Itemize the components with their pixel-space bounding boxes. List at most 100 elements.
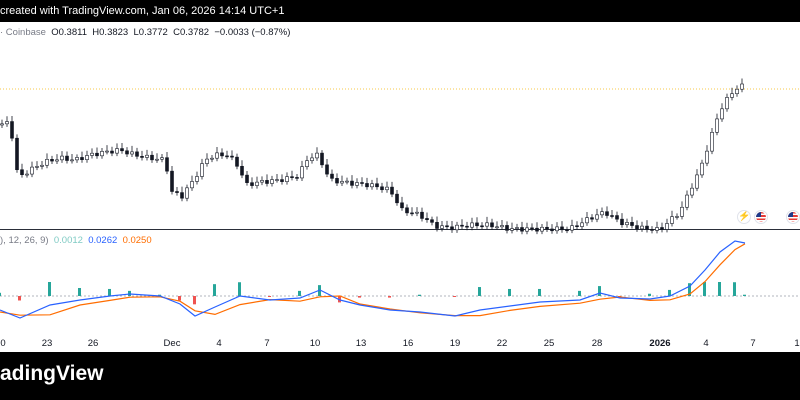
candle-body xyxy=(305,160,309,167)
candle-body xyxy=(435,222,439,229)
candle-body xyxy=(95,152,99,157)
candle-body xyxy=(355,182,359,186)
candle-body xyxy=(175,191,179,193)
candle-body xyxy=(550,228,554,232)
candle-body xyxy=(510,228,514,231)
candle-body xyxy=(710,131,714,152)
candle-body xyxy=(105,150,109,153)
us-flag-icon[interactable] xyxy=(754,210,768,224)
signal-line xyxy=(0,243,746,317)
candle-body xyxy=(505,225,509,231)
candle-body xyxy=(335,178,339,184)
header-bar: created with TradingView.com, Jan 06, 20… xyxy=(0,0,800,22)
macd-value: 0.0262 xyxy=(88,235,118,246)
histogram-bar xyxy=(108,288,111,296)
tick-label: 23 xyxy=(41,338,53,349)
candle-body xyxy=(695,174,699,189)
candle-body xyxy=(325,164,329,175)
candle-body xyxy=(110,150,114,154)
candle-body xyxy=(480,225,484,228)
histogram-bar xyxy=(598,286,601,296)
candle-body xyxy=(160,157,164,160)
tick-label: 7 xyxy=(264,338,270,349)
candle-body xyxy=(345,180,349,183)
histogram-bar xyxy=(733,282,736,296)
histogram-bar xyxy=(268,296,271,297)
macd-histogram xyxy=(0,282,746,305)
candle-body xyxy=(630,222,634,226)
histogram-bar xyxy=(358,296,361,298)
low-label: L xyxy=(133,27,139,38)
tick-label: 2026 xyxy=(649,338,671,349)
histogram-bar xyxy=(48,282,51,296)
candle-body xyxy=(490,222,494,228)
tick-label: 7 xyxy=(750,338,756,349)
candle-body xyxy=(730,93,734,98)
bolt-glyph: ⚡ xyxy=(738,211,751,222)
candle-body xyxy=(45,159,49,166)
candle-body xyxy=(200,163,204,177)
candle-body xyxy=(25,173,29,176)
candle-body xyxy=(300,166,304,179)
exchange-label: · Coinbase xyxy=(0,27,46,38)
candle-body xyxy=(70,159,74,162)
candle-body xyxy=(450,226,454,231)
candle-body xyxy=(390,186,394,195)
histogram-bar xyxy=(538,288,541,296)
histogram-bar xyxy=(578,290,581,296)
candle-body xyxy=(675,216,679,218)
candle-body xyxy=(330,173,334,179)
candle-body xyxy=(400,202,404,209)
histogram-bar xyxy=(668,289,671,296)
high-label: H xyxy=(92,27,100,38)
candle-body xyxy=(575,225,579,228)
candle-body xyxy=(100,151,104,157)
candle-body xyxy=(520,227,524,232)
candle-body xyxy=(610,215,614,217)
candle-body xyxy=(210,157,214,160)
candles xyxy=(0,78,744,235)
us-flag-icon[interactable] xyxy=(786,210,800,224)
tick-label: 25 xyxy=(543,338,555,349)
candle-body xyxy=(165,157,169,172)
candle-body xyxy=(415,211,419,214)
bolt-icon[interactable]: ⚡ xyxy=(737,210,751,224)
histogram-bar xyxy=(128,290,131,296)
candle-body xyxy=(525,227,529,232)
candle-body xyxy=(75,157,79,161)
candle-body xyxy=(350,180,354,186)
histogram-bar xyxy=(718,282,721,296)
candle-body xyxy=(660,227,664,230)
candle-body xyxy=(725,97,729,110)
histogram-bar xyxy=(703,282,706,296)
candle-body xyxy=(155,158,159,161)
candle-body xyxy=(565,229,569,232)
low-value: 0.3772 xyxy=(138,27,168,38)
candle-body xyxy=(705,150,709,164)
candle-body xyxy=(465,225,469,228)
histogram-bar xyxy=(78,288,81,296)
histogram-bar xyxy=(213,284,216,296)
candle-body xyxy=(40,164,44,167)
candle-body xyxy=(140,156,144,158)
candle-body xyxy=(315,152,319,159)
candle-body xyxy=(150,154,154,161)
open-label: O xyxy=(51,27,59,38)
candle-body xyxy=(5,121,9,125)
symbol-legend: · Coinbase O0.3811 H0.3823 L0.3772 C0.37… xyxy=(0,27,290,38)
candle-body xyxy=(530,227,534,230)
candle-body xyxy=(240,165,244,176)
histogram-bar xyxy=(18,296,21,301)
candle-body xyxy=(170,170,174,192)
candle-body xyxy=(385,186,389,191)
candle-body xyxy=(120,148,124,152)
chart-area[interactable] xyxy=(0,22,800,338)
candle-body xyxy=(225,155,229,158)
candle-body xyxy=(645,225,649,230)
histogram-bar xyxy=(0,292,1,296)
open-value: 0.3811 xyxy=(58,27,87,38)
macd-line xyxy=(0,240,746,319)
candle-body xyxy=(535,227,539,232)
candle-body xyxy=(455,224,459,231)
change-value: −0.0033 (−0.87%) xyxy=(214,27,291,38)
